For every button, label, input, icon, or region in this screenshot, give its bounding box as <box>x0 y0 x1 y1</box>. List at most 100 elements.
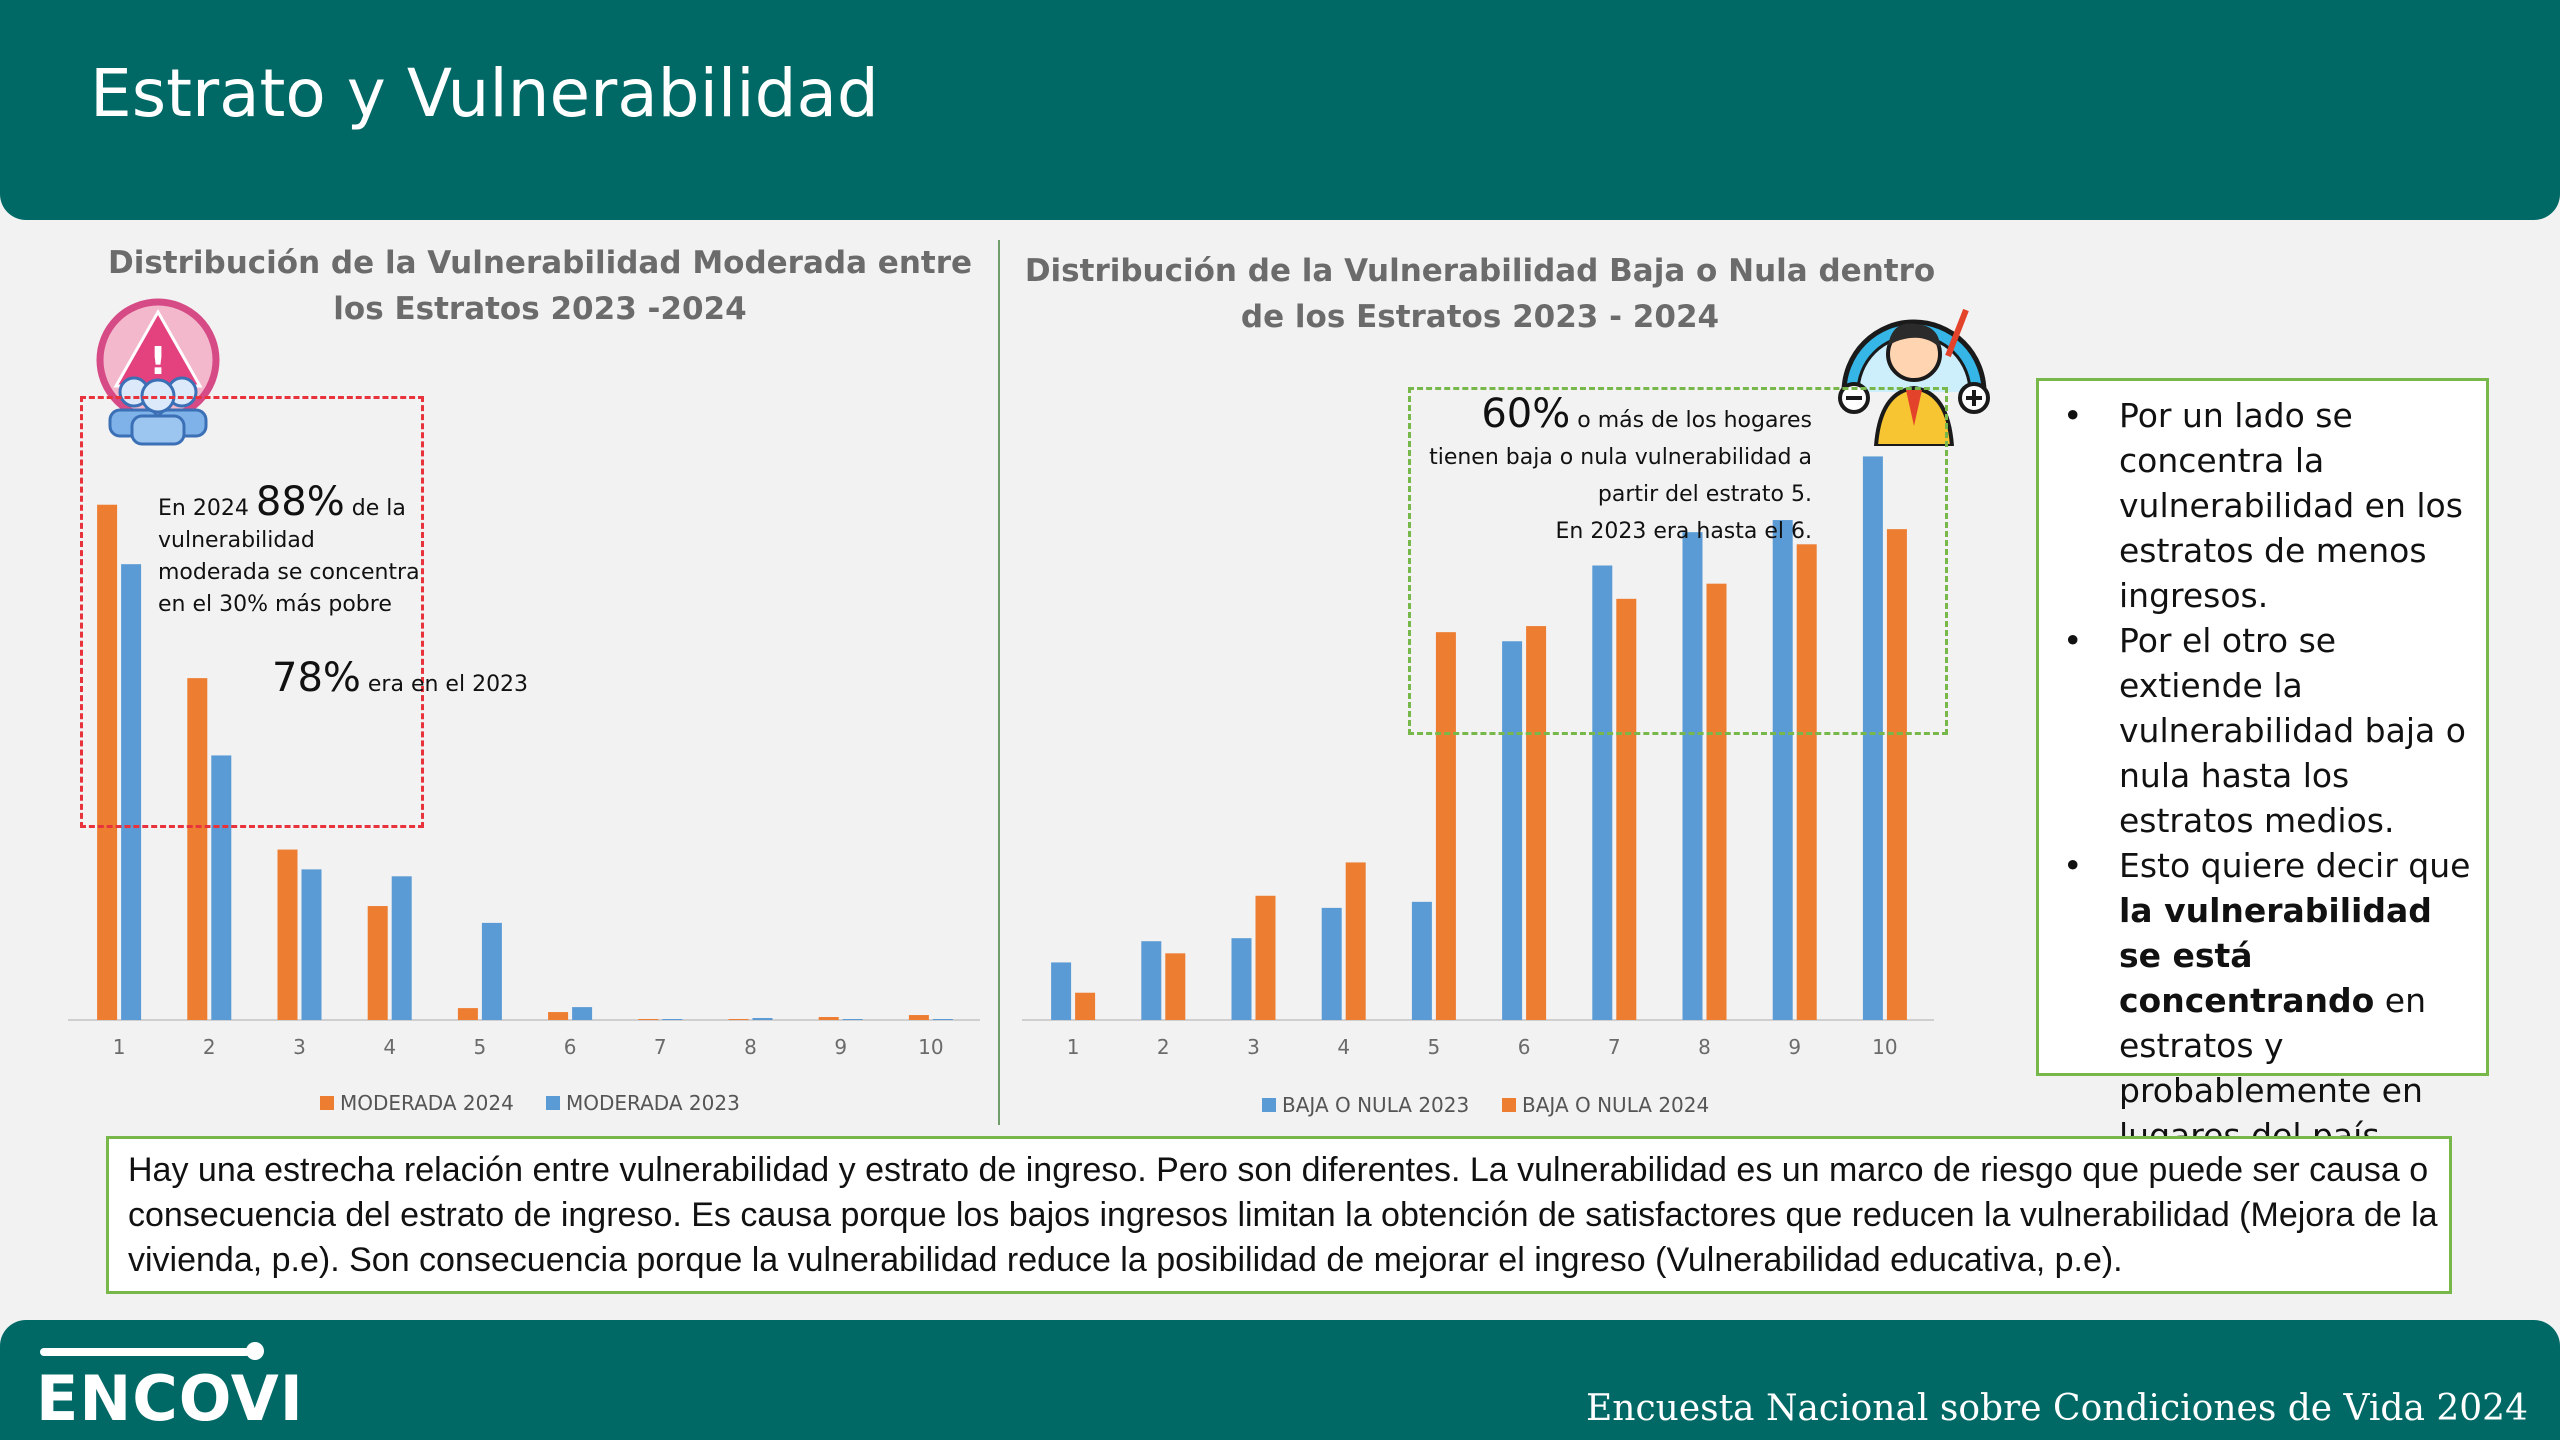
right-bar-2-8 <box>1706 583 1727 1020</box>
right-bar-2-5 <box>1435 632 1456 1020</box>
callout-left-line3: moderada se concentra <box>158 560 420 585</box>
right-tick-label: 7 <box>1608 1035 1621 1059</box>
callout-right-line4: En 2023 era hasta el 6. <box>1555 519 1813 544</box>
left-tick-label: 6 <box>564 1035 577 1059</box>
right-bar-2-10 <box>1886 529 1907 1020</box>
callout-right-post1: o más de los hogares <box>1570 408 1812 433</box>
left-bar-1-8 <box>728 1019 749 1020</box>
footer-bar <box>0 1320 2560 1440</box>
right-bar-1-1 <box>1051 962 1072 1020</box>
callout-left-big2: 78% <box>272 655 361 701</box>
left-bar-1-3 <box>277 849 298 1020</box>
right-legend-swatch-1 <box>1262 1098 1276 1112</box>
callout-left-2023: 78% era en el 2023 <box>272 650 572 713</box>
left-bar-1-6 <box>548 1012 569 1020</box>
warning-people-icon: ! <box>96 298 220 446</box>
left-bar-2-8 <box>752 1018 773 1020</box>
left-legend-label-1: MODERADA 2024 <box>340 1091 514 1115</box>
right-bar-2-7 <box>1616 598 1637 1020</box>
right-tick-label: 2 <box>1157 1035 1170 1059</box>
bottom-note-box <box>106 1136 2452 1294</box>
right-bar-1-4 <box>1321 907 1342 1020</box>
right-tick-label: 3 <box>1247 1035 1260 1059</box>
callout-right-line3: partir del estrato 5. <box>1597 482 1812 507</box>
left-bar-2-9 <box>842 1019 863 1020</box>
chart-right-title: Distribución de la Vulnerabilidad Baja o… <box>1024 253 1936 335</box>
svg-text:!: ! <box>149 339 166 383</box>
left-tick-label: 8 <box>744 1035 757 1059</box>
bullet-box: Por un lado se concentra la vulnerabilid… <box>2036 378 2489 1155</box>
left-bar-2-10 <box>932 1019 953 1020</box>
right-tick-label: 4 <box>1337 1035 1350 1059</box>
bullet-item-1: Por un lado se concentra la vulnerabilid… <box>2063 393 2476 618</box>
right-tick-label: 10 <box>1872 1035 1897 1059</box>
left-bar-1-9 <box>818 1017 839 1020</box>
left-bar-1-7 <box>638 1019 659 1020</box>
chart-left-title: Distribución de la Vulnerabilidad Modera… <box>107 245 973 327</box>
right-tick-label: 1 <box>1067 1035 1080 1059</box>
brand-underline <box>40 1348 250 1356</box>
callout-right-line2: tienen baja o nula vulnerabilidad a <box>1429 445 1812 470</box>
right-tick-label: 9 <box>1788 1035 1801 1059</box>
bottom-note: Hay una estrecha relación entre vulnerab… <box>128 1151 2438 1279</box>
left-bar-1-1 <box>97 504 118 1020</box>
chart-right-baja-nula: 1 2 3 4 5 6 7 8 9 10 BAJA O NULA 2023 BAJA O NULA 2… <box>1022 456 1934 1117</box>
left-bar-2-7 <box>662 1019 683 1020</box>
right-bar-2-6 <box>1526 626 1547 1020</box>
left-legend-swatch-1 <box>320 1096 334 1110</box>
callout-left: En 2024 88% de la vulnerabilidad moderad… <box>158 482 438 621</box>
highlight-box-right <box>1408 387 1948 735</box>
left-bar-2-6 <box>572 1007 593 1020</box>
left-bar-1-2 <box>187 678 208 1020</box>
right-legend-label-1: BAJA O NULA 2023 <box>1282 1093 1469 1117</box>
page-title: Estrato y Vulnerabilidad <box>90 55 879 132</box>
right-tick-label: 6 <box>1518 1035 1531 1059</box>
footer-subtitle: Encuesta Nacional sobre Condiciones de V… <box>1586 1388 2528 1429</box>
right-legend-label-2: BAJA O NULA 2024 <box>1522 1093 1709 1117</box>
left-bar-2-1 <box>121 564 142 1020</box>
right-bar-1-10 <box>1862 456 1883 1020</box>
header-bar: Estrato y Vulnerabilidad <box>0 0 2560 220</box>
left-bar-1-4 <box>367 906 388 1020</box>
left-tick-label: 7 <box>654 1035 667 1059</box>
callout-right-big: 60% <box>1481 391 1571 437</box>
right-bar-2-9 <box>1796 544 1817 1020</box>
brand-logo: ENCOVI <box>36 1362 304 1435</box>
right-bar-2-1 <box>1075 992 1096 1020</box>
right-bar-1-3 <box>1231 938 1252 1020</box>
callout-left-post2: era en el 2023 <box>360 672 529 697</box>
left-tick-label: 2 <box>203 1035 216 1059</box>
left-bar-2-4 <box>391 876 412 1020</box>
left-tick-label: 4 <box>383 1035 396 1059</box>
chart-divider <box>998 240 1000 1125</box>
left-bar-2-3 <box>301 869 322 1020</box>
right-bar-2-4 <box>1345 862 1366 1020</box>
brand-dot <box>246 1342 264 1360</box>
chart-left-moderada: 1 2 3 4 5 6 7 8 9 10 MODERADA 2024 MODERADA 2023 <box>68 504 980 1115</box>
callout-right: 60% o más de los hogares tienen baja o n… <box>1412 394 1813 550</box>
left-bar-1-5 <box>457 1008 478 1020</box>
right-bar-1-8 <box>1682 532 1703 1020</box>
person-gauge-icon <box>1838 308 1990 446</box>
right-bar-1-5 <box>1411 901 1432 1020</box>
right-bar-1-2 <box>1141 941 1162 1020</box>
left-tick-label: 5 <box>474 1035 487 1059</box>
highlight-box-left <box>80 396 424 828</box>
left-bar-2-5 <box>481 922 502 1020</box>
bullet-item-3-bold: la vulnerabilidad se está concentrando <box>2119 891 2432 1020</box>
callout-left-line4: en el 30% más pobre <box>158 592 392 617</box>
callout-left-big: 88% <box>255 479 345 525</box>
left-legend-label-2: MODERADA 2023 <box>566 1091 740 1115</box>
bullet-item-3-pre: Esto quiere decir que <box>2119 846 2471 885</box>
right-bar-1-7 <box>1592 565 1613 1020</box>
right-bar-2-2 <box>1165 953 1186 1020</box>
callout-left-line2: vulnerabilidad <box>158 528 315 553</box>
bullet-item-3: Esto quiere decir que la vulnerabilidad … <box>2063 843 2476 1158</box>
left-bar-1-10 <box>908 1015 929 1020</box>
right-legend-swatch-2 <box>1502 1098 1516 1112</box>
right-tick-label: 8 <box>1698 1035 1711 1059</box>
right-bar-2-3 <box>1255 895 1276 1020</box>
right-bar-1-9 <box>1772 520 1793 1020</box>
callout-left-pre: En 2024 <box>158 496 256 521</box>
right-bar-1-6 <box>1502 641 1523 1020</box>
